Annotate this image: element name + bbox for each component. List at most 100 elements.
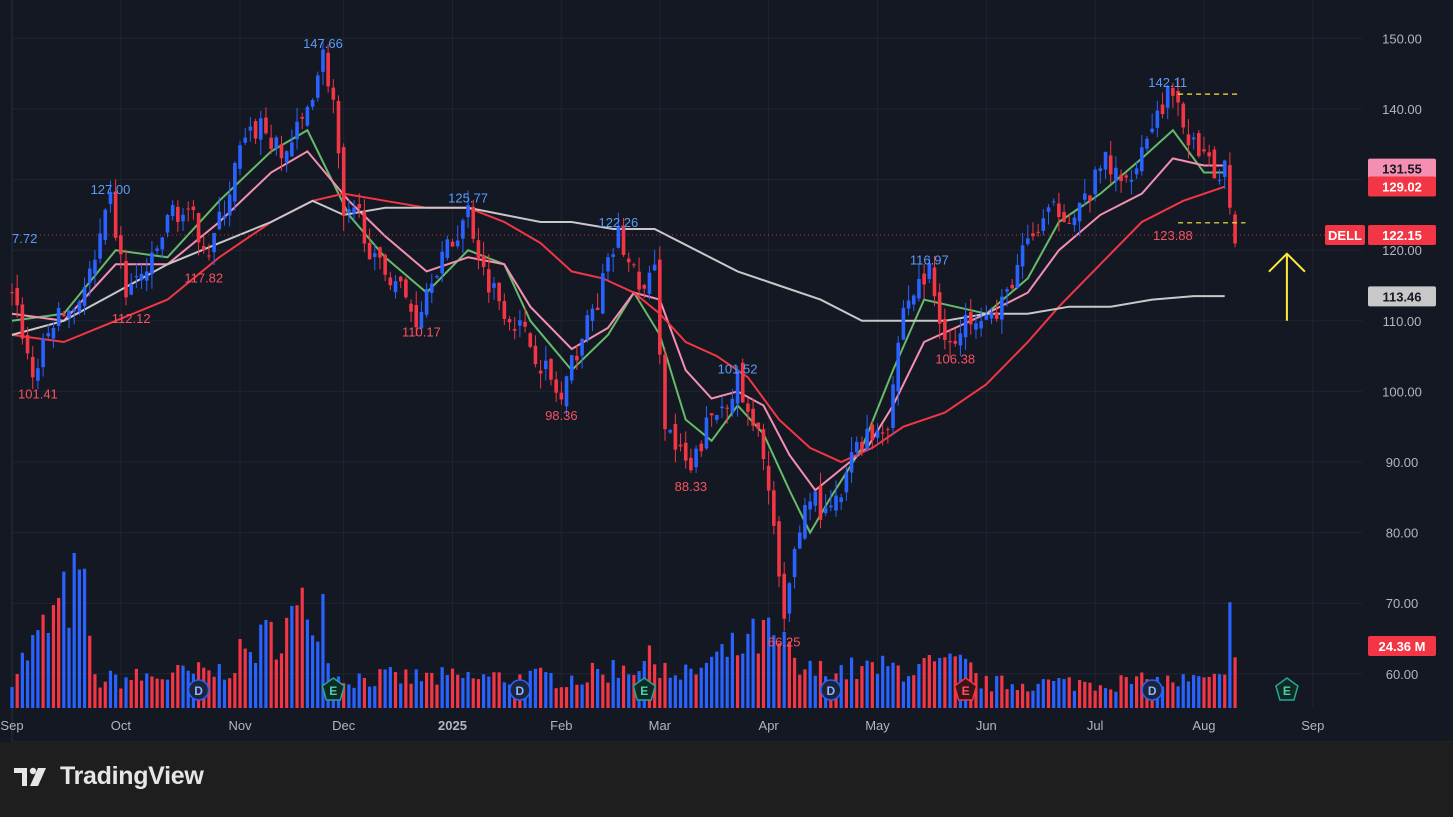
volume-bar <box>1020 683 1025 708</box>
candle <box>917 263 921 302</box>
dividend-marker[interactable]: D <box>509 679 531 701</box>
volume-bar <box>1135 676 1139 708</box>
volume-bar <box>539 667 543 708</box>
x-axis-tick-label: Jun <box>976 718 997 733</box>
volume-bar <box>632 674 636 708</box>
price-label: 113.46 <box>1368 286 1436 307</box>
candle <box>30 346 35 390</box>
candle <box>668 428 672 435</box>
dividend-icon <box>1141 679 1163 701</box>
candle-body <box>772 490 776 526</box>
volume-bar <box>98 687 102 708</box>
price-label: 131.55 <box>1368 158 1436 179</box>
volume-bar <box>989 691 994 708</box>
volume-bar <box>62 571 66 708</box>
volume-bar <box>456 674 460 708</box>
candle <box>429 273 434 304</box>
candle <box>295 107 299 150</box>
candle-body <box>108 191 113 205</box>
candle <box>1031 222 1035 241</box>
candle-body <box>471 206 476 239</box>
candle <box>1228 152 1232 215</box>
price-annotation: 127.00 <box>91 182 131 197</box>
volume-bar <box>922 658 926 708</box>
volume-bar <box>906 676 911 708</box>
candle-body <box>564 376 569 407</box>
candle-body <box>502 301 507 319</box>
volume-bar <box>559 687 563 708</box>
candle <box>62 310 66 318</box>
candle-body <box>740 362 745 403</box>
candle <box>1171 82 1175 108</box>
candle-body <box>25 335 30 354</box>
earnings-marker[interactable]: E <box>1275 677 1299 701</box>
candle <box>611 247 615 272</box>
candle <box>803 497 807 541</box>
candle-body <box>67 310 71 319</box>
candle <box>455 225 460 249</box>
dividend-marker[interactable]: D <box>187 679 210 701</box>
candle-body <box>414 305 419 328</box>
candle-body <box>30 356 35 378</box>
candle <box>585 309 590 343</box>
candle-body <box>41 338 45 368</box>
candle <box>829 490 833 512</box>
candle <box>476 227 481 270</box>
candle <box>196 212 201 256</box>
price-label: 129.02 <box>1368 176 1436 197</box>
volume-bar <box>139 680 144 708</box>
volume-bar <box>772 635 776 708</box>
price-chart[interactable]: 7.72 101.41 127.00 112.12 117.82 147.66 110.17… <box>0 0 1453 742</box>
dividend-marker[interactable]: D <box>820 679 842 701</box>
x-axis-tick-label: Aug <box>1192 718 1215 733</box>
dividend-marker[interactable]: D <box>1141 679 1163 701</box>
candle-body <box>341 147 346 217</box>
candle-body <box>93 259 97 274</box>
volume-bar <box>1015 690 1020 708</box>
earnings-marker[interactable]: E <box>321 677 346 701</box>
volume-bar <box>181 665 185 708</box>
candle <box>1041 209 1046 236</box>
candle <box>818 472 823 529</box>
candle-body <box>1088 195 1092 202</box>
candle-body <box>1077 202 1082 222</box>
candle <box>502 293 507 325</box>
volume-bar <box>735 655 740 708</box>
candle <box>922 264 926 299</box>
tradingview-logo[interactable]: TradingView <box>14 762 204 791</box>
volume-bar <box>813 675 817 708</box>
volume-bar <box>46 632 50 708</box>
volume-bar <box>668 677 672 708</box>
candle-body <box>709 413 714 416</box>
candle-body <box>196 213 201 243</box>
volume-bar <box>891 662 895 708</box>
candle-body <box>989 312 994 319</box>
candle-body <box>512 328 517 331</box>
volume-bar <box>1093 690 1097 708</box>
candle-body <box>1067 222 1072 224</box>
earnings-marker[interactable]: E <box>953 677 978 701</box>
candle-body <box>678 444 683 447</box>
candle-body <box>507 319 512 323</box>
candle <box>25 327 30 360</box>
candle-body <box>455 240 460 247</box>
candle-body <box>1207 152 1211 157</box>
candle <box>341 143 346 231</box>
volume-bar <box>1217 674 1222 708</box>
candle-body <box>1108 155 1113 175</box>
price-annotation: 117.82 <box>184 271 223 286</box>
candle <box>150 240 154 289</box>
chart-area[interactable]: 7.72 101.41 127.00 112.12 117.82 147.66 110.17… <box>0 0 1453 742</box>
candle <box>538 359 543 389</box>
earnings-marker[interactable]: E <box>632 677 657 701</box>
volume-bar <box>290 605 294 708</box>
candle <box>1233 210 1237 248</box>
event-marker-label: D <box>516 684 525 698</box>
candle-body <box>746 403 750 412</box>
candle <box>362 199 367 253</box>
candle <box>813 490 818 512</box>
volume-bar <box>445 674 449 708</box>
volume-bar <box>414 669 418 708</box>
candle-body <box>1015 264 1020 288</box>
volume-bar <box>715 651 719 708</box>
